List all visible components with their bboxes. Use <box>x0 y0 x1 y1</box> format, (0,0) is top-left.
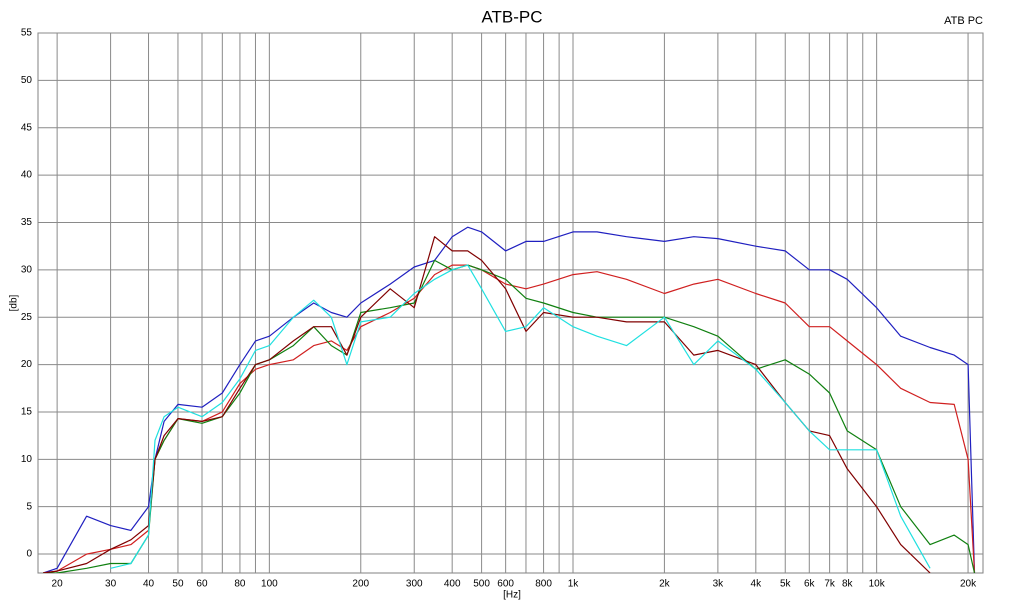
y-tick-label: 35 <box>21 217 33 228</box>
annotation: ATB PC <box>944 15 983 27</box>
x-tick-label: 40 <box>143 579 155 590</box>
x-tick-label: 20k <box>960 579 977 590</box>
x-tick-label: 5k <box>780 579 792 590</box>
x-tick-label: 800 <box>535 579 552 590</box>
x-tick-label: 7k <box>824 579 836 590</box>
x-tick-label: 20 <box>52 579 64 590</box>
x-tick-label: 50 <box>172 579 184 590</box>
x-tick-label: 500 <box>473 579 490 590</box>
x-tick-label: 30 <box>105 579 117 590</box>
y-tick-label: 20 <box>21 359 33 370</box>
y-tick-label: 30 <box>21 264 33 275</box>
x-tick-label: 4k <box>751 579 763 590</box>
y-tick-label: 10 <box>21 454 33 465</box>
x-tick-label: 2k <box>659 579 671 590</box>
y-axis-label: [db] <box>9 294 20 311</box>
series-line <box>43 226 976 573</box>
x-tick-label: 60 <box>196 579 208 590</box>
x-tick-label: 1k <box>568 579 580 590</box>
series-line <box>110 264 931 569</box>
y-tick-label: 15 <box>21 407 33 418</box>
x-tick-label: 200 <box>352 579 369 590</box>
x-tick-label: 300 <box>406 579 423 590</box>
x-tick-label: 100 <box>261 579 278 590</box>
y-tick-label: 50 <box>21 75 33 86</box>
plot-area <box>37 32 984 574</box>
y-tick-label: 45 <box>21 122 33 133</box>
y-tick-label: 55 <box>21 28 33 39</box>
x-tick-label: 400 <box>444 579 461 590</box>
x-tick-label: 80 <box>234 579 246 590</box>
chart-title: ATB-PC <box>481 7 542 26</box>
y-tick-label: 40 <box>21 170 33 181</box>
series-line <box>43 236 931 573</box>
x-tick-label: 8k <box>842 579 854 590</box>
y-tick-label: 5 <box>26 501 32 512</box>
x-tick-label: 3k <box>713 579 725 590</box>
x-tick-label: 10k <box>869 579 886 590</box>
x-tick-label: 6k <box>804 579 816 590</box>
x-axis-label: [Hz] <box>503 590 521 601</box>
y-tick-label: 25 <box>21 312 33 323</box>
x-tick-label: 600 <box>497 579 514 590</box>
y-tick-label: 0 <box>26 549 32 560</box>
